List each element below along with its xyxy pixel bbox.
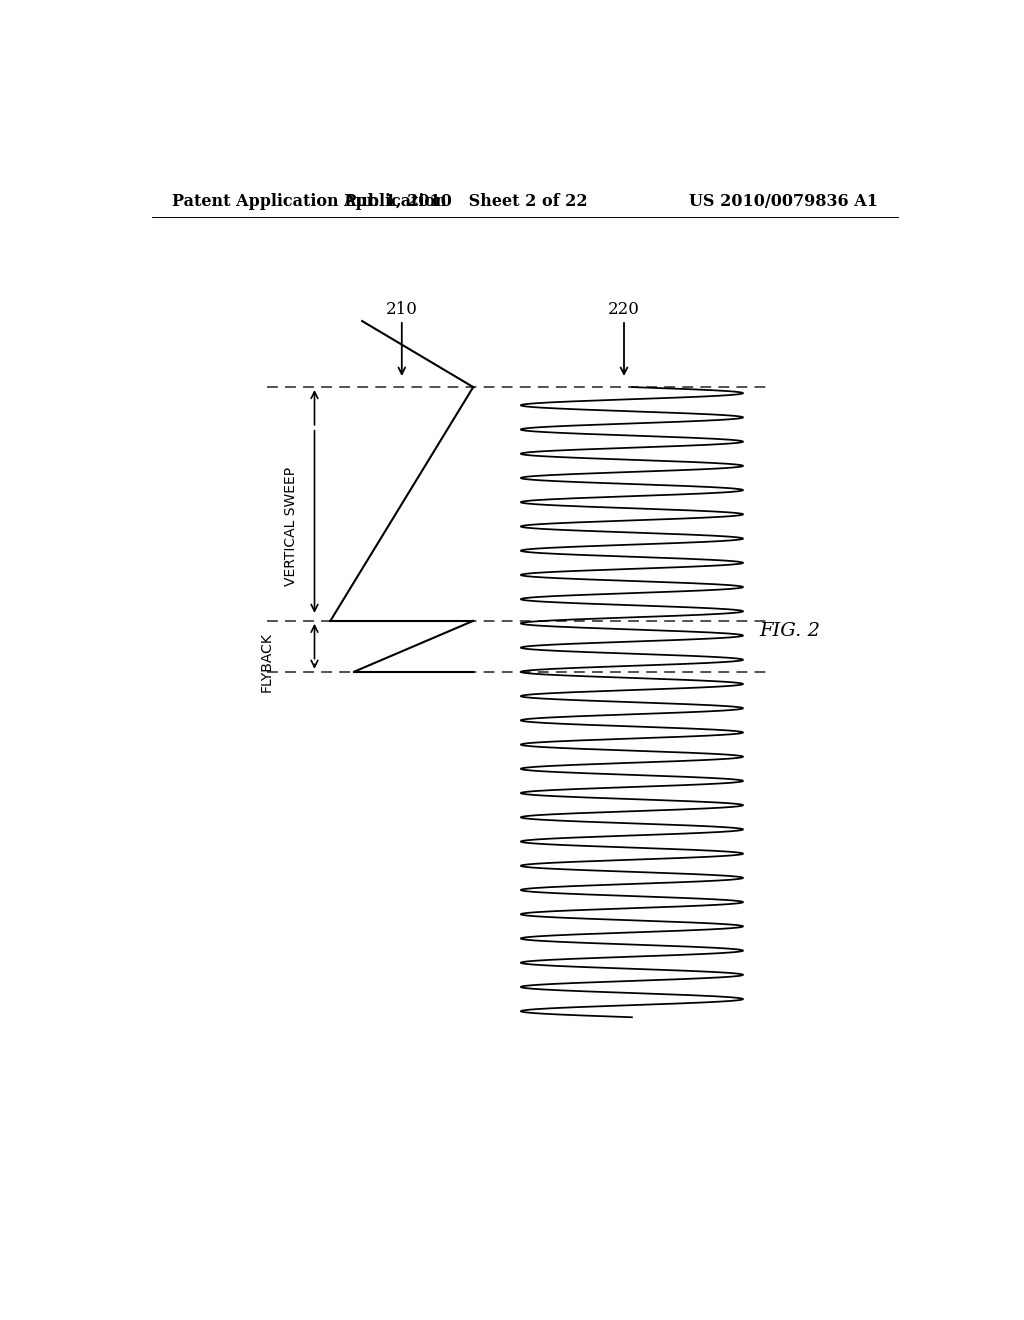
- Text: Patent Application Publication: Patent Application Publication: [172, 193, 446, 210]
- Text: US 2010/0079836 A1: US 2010/0079836 A1: [689, 193, 878, 210]
- Text: 210: 210: [386, 301, 418, 318]
- Text: VERTICAL SWEEP: VERTICAL SWEEP: [284, 467, 298, 586]
- Text: Apr. 1, 2010   Sheet 2 of 22: Apr. 1, 2010 Sheet 2 of 22: [343, 193, 588, 210]
- Text: FIG. 2: FIG. 2: [759, 622, 820, 640]
- Text: FLYBACK: FLYBACK: [260, 632, 273, 693]
- Text: 220: 220: [608, 301, 640, 318]
